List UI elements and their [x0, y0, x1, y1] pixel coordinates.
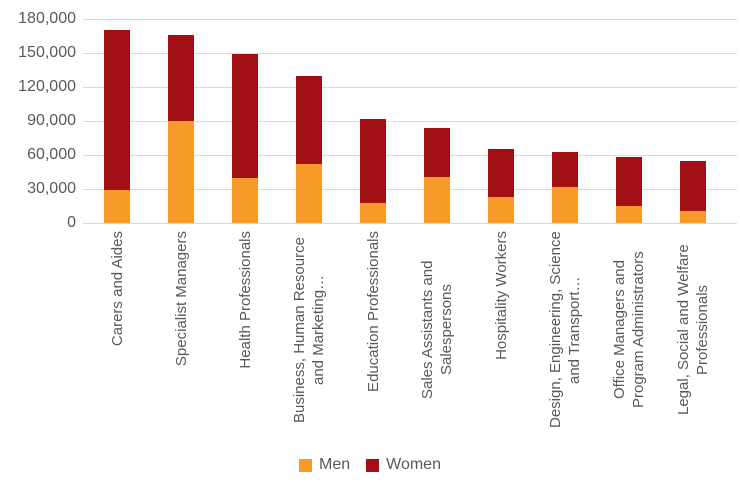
stacked-bar: [680, 160, 706, 223]
gridline: [83, 19, 737, 20]
gridline: [83, 223, 737, 224]
stacked-bar: [424, 127, 450, 223]
legend: Men Women: [0, 452, 740, 478]
bar-segment-men: [616, 206, 642, 223]
bar-segment-women: [360, 118, 386, 203]
bar-segment-men: [232, 177, 258, 223]
stacked-bar: [232, 54, 258, 223]
bar-slot: [533, 19, 597, 223]
bar-slot: [341, 19, 405, 223]
stacked-bar: [488, 149, 514, 223]
x-label-slot: Education Professionals: [341, 231, 405, 433]
plot-area: [83, 19, 737, 224]
x-label-slot: Specialist Managers: [149, 231, 213, 433]
stacked-bar: [616, 157, 642, 223]
x-axis-category-label: Office Managers and Program Administrato…: [611, 251, 647, 409]
bar-segment-women: [552, 151, 578, 187]
legend-item-women: Women: [366, 456, 441, 474]
x-label-slot: Hospitality Workers: [469, 231, 533, 433]
y-axis-tick-label: 60,000: [27, 146, 76, 163]
stacked-bar: [552, 151, 578, 223]
y-axis-tick-label: 120,000: [18, 78, 76, 95]
bar-slot: [661, 19, 725, 223]
stacked-bar: [296, 75, 322, 223]
bar-segment-men: [424, 176, 450, 223]
men-color-swatch-icon: [299, 458, 313, 472]
gridline: [83, 53, 737, 54]
x-label-slot: Business, Human Resource and Marketing…: [277, 231, 341, 433]
x-axis-category-label: Education Professionals: [364, 231, 382, 392]
stacked-bar: [104, 30, 130, 223]
x-axis: Carers and Aides Specialist Managers Healt…: [85, 231, 725, 433]
bar-segment-men: [552, 186, 578, 223]
bar-segment-women: [168, 34, 194, 121]
bar-slot: [405, 19, 469, 223]
x-axis-category-label: Carers and Aides: [108, 231, 126, 347]
x-axis-category-label: Health Professionals: [236, 231, 254, 369]
gridline: [83, 189, 737, 190]
legend-item-men: Men: [299, 456, 350, 474]
bar-segment-men: [488, 196, 514, 223]
y-axis-tick-label: 180,000: [18, 10, 76, 27]
bar-segment-women: [104, 30, 130, 191]
bar-segment-men: [680, 210, 706, 223]
x-label-slot: Sales Assistants and Salespersons: [405, 231, 469, 433]
bar-segment-men: [104, 190, 130, 223]
y-axis-tick-label: 90,000: [27, 112, 76, 129]
x-label-slot: Office Managers and Program Administrato…: [597, 231, 661, 433]
legend-label-women: Women: [386, 456, 441, 473]
bars-row: [85, 19, 725, 223]
x-axis-category-label: Business, Human Resource and Marketing…: [291, 237, 327, 423]
x-axis-category-label: Specialist Managers: [172, 231, 190, 367]
y-axis-tick-label: 30,000: [27, 180, 76, 197]
x-axis-category-label: Sales Assistants and Salespersons: [419, 260, 455, 400]
bar-slot: [85, 19, 149, 223]
bar-slot: [597, 19, 661, 223]
bar-segment-women: [424, 127, 450, 177]
women-color-swatch-icon: [366, 458, 380, 472]
y-axis-tick-label: 150,000: [18, 44, 76, 61]
bar-segment-women: [680, 160, 706, 211]
stacked-bar: [168, 34, 194, 223]
y-axis-tick-label: 0: [67, 214, 76, 231]
bar-slot: [213, 19, 277, 223]
bar-slot: [277, 19, 341, 223]
bar-segment-women: [488, 149, 514, 197]
x-axis-category-label: Legal, Social and Welfare Professionals: [675, 244, 711, 416]
legend-label-men: Men: [319, 456, 351, 473]
gridline: [83, 155, 737, 156]
stacked-bar: [360, 118, 386, 223]
bar-segment-men: [296, 164, 322, 223]
bar-segment-women: [232, 54, 258, 178]
bar-slot: [469, 19, 533, 223]
x-label-slot: Design, Engineering, Science and Transpo…: [533, 231, 597, 433]
bar-segment-women: [296, 75, 322, 165]
bar-segment-women: [616, 157, 642, 206]
x-axis-category-label: Hospitality Workers: [492, 231, 510, 360]
gridline: [83, 121, 737, 122]
gridline: [83, 87, 737, 88]
x-label-slot: Health Professionals: [213, 231, 277, 433]
x-label-slot: Legal, Social and Welfare Professionals: [661, 231, 725, 433]
x-label-slot: Carers and Aides: [85, 231, 149, 433]
bar-slot: [149, 19, 213, 223]
bar-segment-men: [168, 121, 194, 223]
bar-segment-men: [360, 202, 386, 223]
x-axis-category-label: Design, Engineering, Science and Transpo…: [547, 231, 583, 429]
